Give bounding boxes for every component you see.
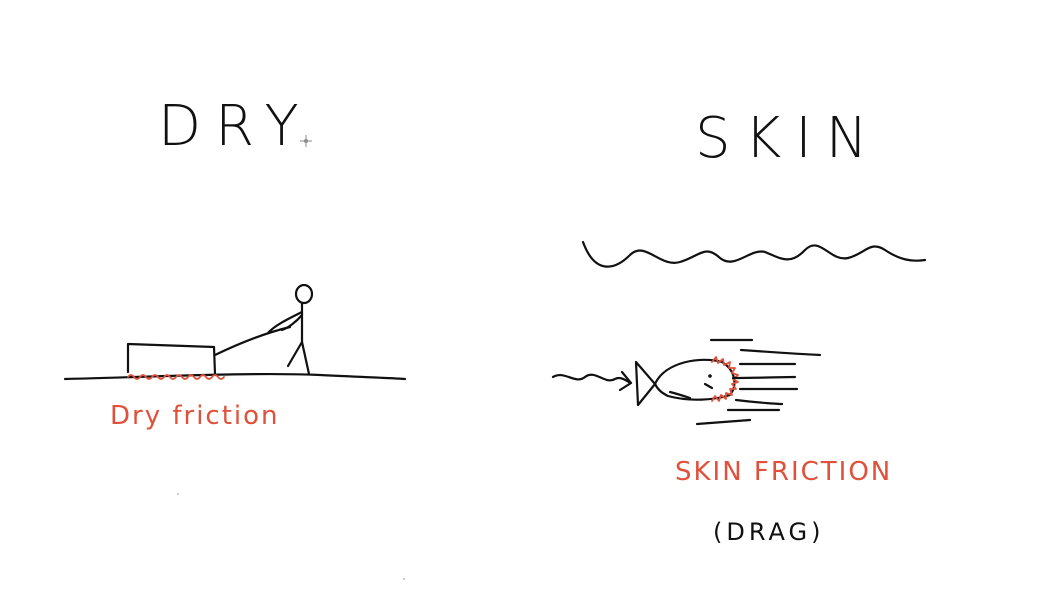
crosshair-cursor-icon bbox=[300, 135, 312, 147]
dry-friction-squiggle bbox=[127, 374, 225, 380]
dry-panel: DRY Dry friction bbox=[63, 94, 407, 431]
ground-line bbox=[63, 372, 407, 381]
dry-friction-label: Dry friction bbox=[110, 401, 280, 431]
skin-panel: SKIN SKIN FRICTION (DRAG) bbox=[551, 106, 927, 546]
rope bbox=[213, 325, 292, 357]
stick-figure bbox=[266, 283, 314, 376]
skin-friction-label: SKIN FRICTION bbox=[675, 457, 892, 487]
flow-lines bbox=[695, 338, 822, 426]
wake-arrow bbox=[618, 370, 633, 392]
skin-friction-spikes bbox=[711, 356, 739, 402]
drag-label: (DRAG) bbox=[713, 518, 825, 546]
wake-line bbox=[551, 373, 632, 385]
skin-title: SKIN bbox=[695, 106, 882, 171]
water-surface-wave bbox=[581, 240, 927, 268]
box bbox=[126, 342, 217, 376]
dry-title: DRY bbox=[158, 94, 313, 159]
